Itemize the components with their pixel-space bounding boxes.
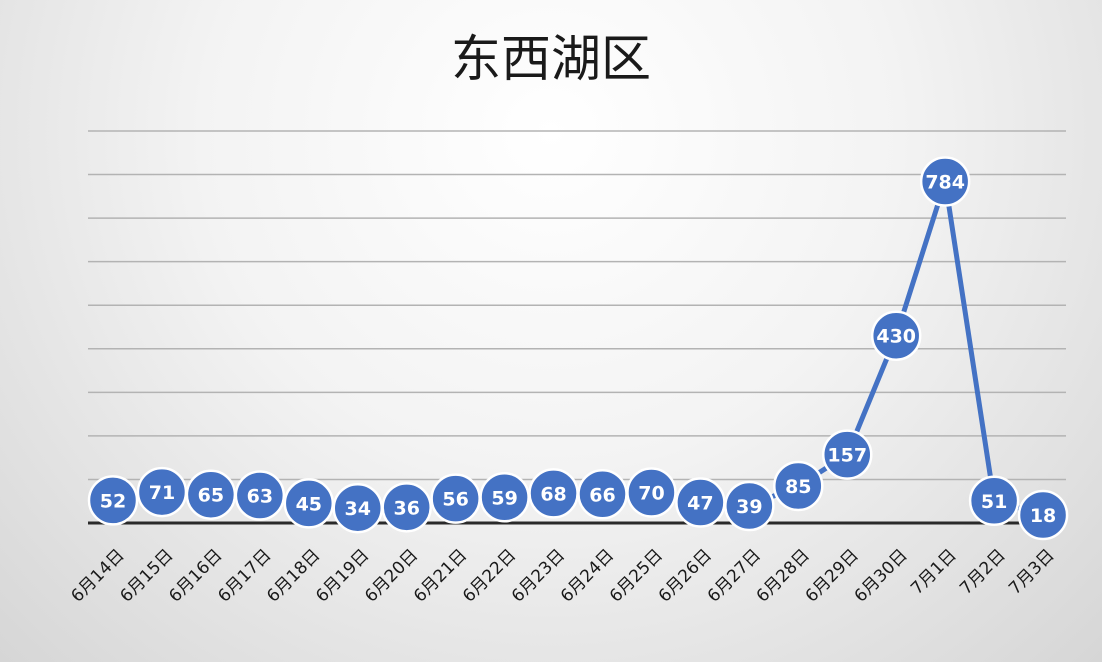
data-label: 36 — [393, 497, 419, 519]
data-label: 34 — [345, 498, 371, 520]
x-tick-label: 6月22日 — [459, 545, 520, 606]
data-label: 430 — [876, 326, 916, 348]
x-tick-label: 6月23日 — [508, 545, 569, 606]
data-label: 18 — [1030, 505, 1056, 527]
x-tick-label: 7月2日 — [956, 545, 1009, 598]
data-point — [87, 475, 139, 526]
data-point — [381, 482, 432, 533]
grid — [88, 130, 1066, 481]
series: 52 71 65 63 45 34 36 56 59 68 66 70 47 39 85 157 430 784 5… — [87, 156, 1069, 541]
data-label: 157 — [827, 445, 867, 467]
data-label: 85 — [785, 476, 811, 498]
data-label: 47 — [687, 493, 713, 515]
x-tick-label: 6月28日 — [753, 545, 814, 606]
x-tick-label: 6月30日 — [851, 545, 912, 606]
x-tick-label: 6月16日 — [165, 545, 226, 606]
data-point — [1017, 489, 1069, 541]
data-label: 71 — [149, 482, 175, 504]
x-tick-labels: 6月14日6月15日6月16日6月17日6月18日6月19日6月20日6月21日… — [67, 545, 1058, 606]
x-tick-label: 7月1日 — [907, 545, 960, 598]
data-point — [773, 460, 824, 512]
x-tick-label: 7月3日 — [1005, 545, 1058, 598]
x-tick-label: 6月18日 — [263, 545, 324, 606]
x-tick-label: 6月26日 — [655, 545, 716, 606]
data-point — [822, 429, 873, 480]
data-label: 45 — [296, 493, 322, 515]
x-tick-label: 6月25日 — [606, 545, 667, 606]
data-point — [919, 156, 971, 207]
data-label: 68 — [540, 483, 566, 505]
data-label: 59 — [491, 487, 517, 509]
x-tick-label: 6月15日 — [116, 545, 177, 606]
data-label: 66 — [589, 484, 615, 506]
x-tick-label: 6月29日 — [802, 545, 863, 606]
x-tick-label: 6月19日 — [312, 545, 373, 606]
x-tick-label: 6月24日 — [557, 545, 618, 606]
x-tick-label: 6月20日 — [361, 545, 422, 606]
x-tick-label: 6月17日 — [214, 545, 275, 606]
data-label: 65 — [198, 485, 224, 507]
data-label: 63 — [247, 486, 273, 508]
data-point — [626, 467, 677, 518]
data-point — [234, 470, 286, 521]
data-label: 39 — [736, 496, 762, 518]
data-point — [479, 472, 530, 523]
x-tick-label: 6月21日 — [410, 545, 471, 606]
data-label: 784 — [925, 172, 965, 194]
data-label: 51 — [981, 491, 1007, 513]
data-point — [870, 310, 922, 361]
data-label: 70 — [638, 483, 664, 505]
data-label: 52 — [100, 490, 126, 512]
data-point — [724, 480, 775, 532]
x-tick-label: 6月14日 — [67, 545, 128, 606]
data-point — [283, 478, 335, 529]
chart-title: 东西湖区 — [451, 30, 651, 88]
x-tick-label: 6月27日 — [704, 545, 765, 606]
data-point — [968, 475, 1020, 527]
data-label: 56 — [442, 489, 468, 511]
